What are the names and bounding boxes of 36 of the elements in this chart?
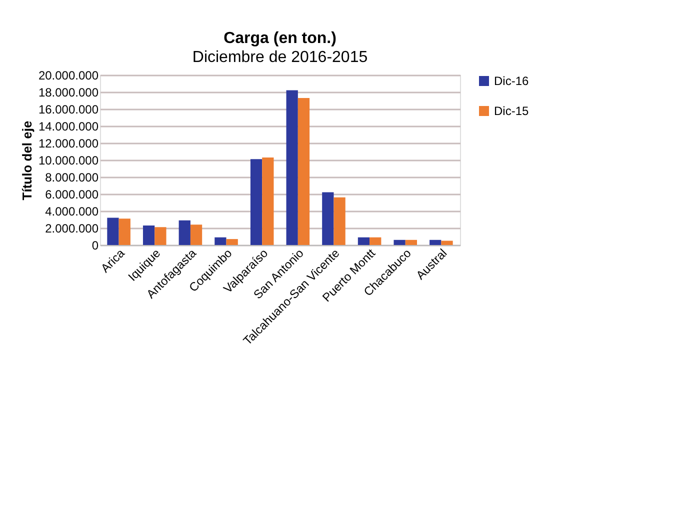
bar bbox=[405, 240, 418, 245]
bar bbox=[142, 225, 155, 245]
bar bbox=[178, 220, 190, 245]
bar bbox=[298, 98, 310, 245]
y-tick-label: 4.000.000 bbox=[45, 204, 99, 218]
bar bbox=[430, 240, 442, 245]
y-tick-label: 20.000.000 bbox=[38, 68, 99, 82]
bar bbox=[154, 227, 166, 245]
bar bbox=[394, 240, 406, 245]
y-tick-label: 8.000.000 bbox=[45, 170, 99, 184]
y-tick-label: 18.000.000 bbox=[38, 86, 99, 100]
bar bbox=[370, 237, 382, 245]
bar bbox=[107, 218, 119, 245]
y-tick-label: 10.000.000 bbox=[38, 154, 99, 168]
bar bbox=[322, 192, 334, 245]
y-tick-label: 0 bbox=[92, 238, 99, 252]
bar bbox=[250, 159, 262, 245]
chart-subtitle: Diciembre de 2016-2015 bbox=[192, 49, 368, 66]
bar bbox=[190, 224, 202, 245]
bar bbox=[441, 240, 453, 245]
bar bbox=[226, 239, 238, 245]
bar bbox=[334, 197, 346, 245]
bar bbox=[118, 218, 130, 245]
y-tick-label: 16.000.000 bbox=[38, 102, 99, 116]
chart-title: Carga (en ton.) bbox=[224, 30, 336, 47]
bar bbox=[286, 90, 298, 245]
y-tick-label: 2.000.000 bbox=[45, 222, 99, 236]
y-tick-label: 12.000.000 bbox=[38, 136, 99, 150]
legend-label: Dic-16 bbox=[494, 74, 529, 88]
y-tick-label: 14.000.000 bbox=[38, 120, 99, 134]
bar bbox=[262, 157, 274, 245]
y-tick-label: 6.000.000 bbox=[45, 188, 99, 202]
y-axis-title: Título del eje bbox=[19, 120, 34, 200]
bar bbox=[358, 237, 370, 245]
legend-label: Dic-15 bbox=[494, 104, 529, 118]
bar bbox=[214, 237, 226, 245]
